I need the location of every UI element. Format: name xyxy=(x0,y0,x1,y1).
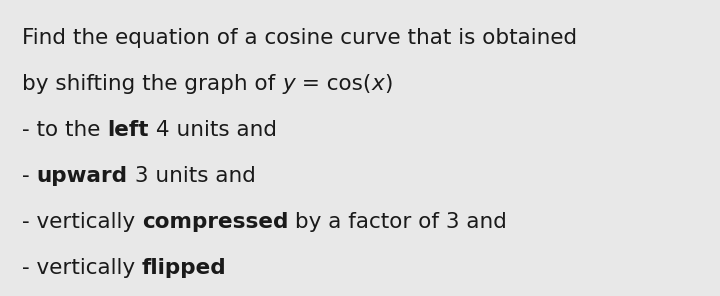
Text: compressed: compressed xyxy=(142,212,289,232)
Text: ): ) xyxy=(384,74,392,94)
Text: y: y xyxy=(282,74,295,94)
Text: 3 units and: 3 units and xyxy=(127,166,256,186)
Text: x: x xyxy=(371,74,384,94)
Text: flipped: flipped xyxy=(142,258,227,278)
Text: by a factor of 3 and: by a factor of 3 and xyxy=(289,212,508,232)
Text: = cos(: = cos( xyxy=(295,74,371,94)
Text: 4 units and: 4 units and xyxy=(149,120,276,140)
Text: -: - xyxy=(22,166,37,186)
Text: upward: upward xyxy=(37,166,127,186)
Text: - vertically: - vertically xyxy=(22,258,142,278)
Text: Find the equation of a cosine curve that is obtained: Find the equation of a cosine curve that… xyxy=(22,28,577,48)
Text: - vertically: - vertically xyxy=(22,212,142,232)
Text: left: left xyxy=(107,120,149,140)
Text: by shifting the graph of: by shifting the graph of xyxy=(22,74,282,94)
Text: - to the: - to the xyxy=(22,120,107,140)
